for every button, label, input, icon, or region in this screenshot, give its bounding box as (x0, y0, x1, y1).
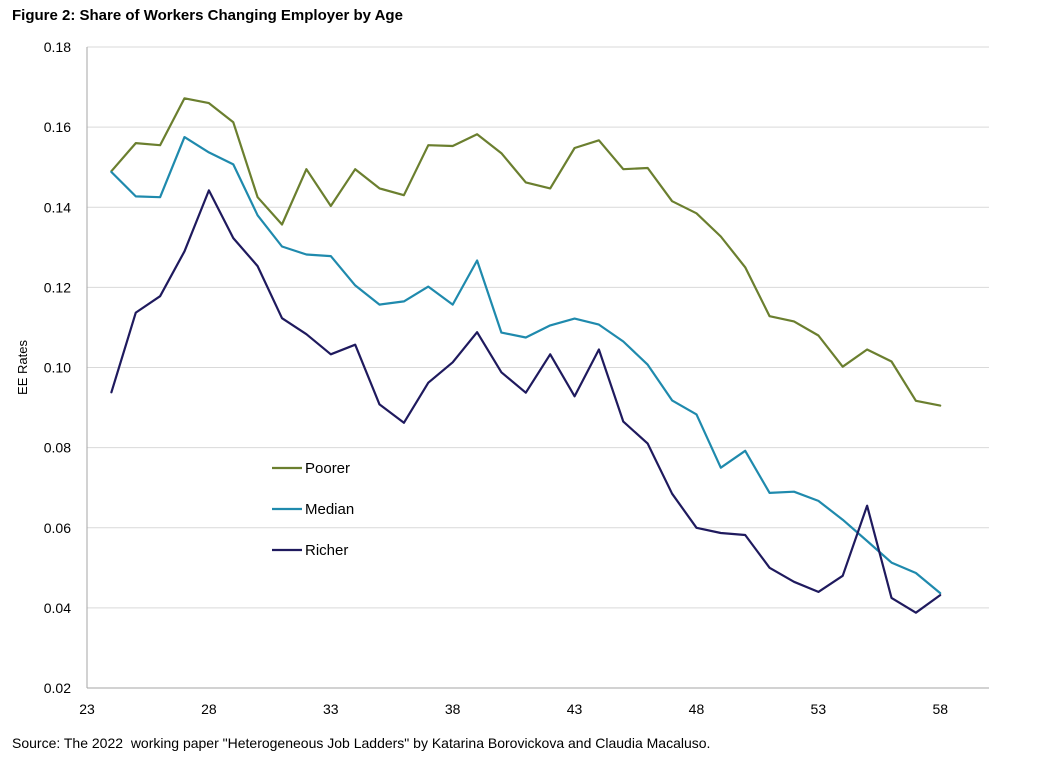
figure-title: Figure 2: Share of Workers Changing Empl… (12, 7, 403, 24)
series-line-median (110, 136, 942, 595)
y-tick-label: 0.02 (44, 680, 71, 696)
y-tick-label: 0.18 (44, 39, 71, 55)
y-tick-label: 0.16 (44, 119, 71, 135)
y-tick-label: 0.14 (44, 199, 71, 215)
x-tick-label: 23 (79, 701, 95, 717)
legend: Poorer Median Richer (272, 460, 354, 559)
x-tick-label: 58 (932, 701, 948, 717)
x-tick-label: 28 (201, 701, 217, 717)
source-note: Source: The 2022 working paper "Heteroge… (12, 735, 711, 751)
gridlines (87, 46, 989, 609)
legend-label-poorer: Poorer (305, 460, 350, 477)
axes: 0.02 0.04 0.06 0.08 0.10 0.12 0.14 0.16 0.18 23 28… (44, 39, 989, 717)
series-lines (110, 97, 942, 614)
line-chart: 0.02 0.04 0.06 0.08 0.10 0.12 0.14 0.16 0.18 23 28… (15, 39, 989, 717)
y-tick-label: 0.10 (44, 360, 71, 376)
series-line-poorer (110, 97, 942, 407)
legend-label-median: Median (305, 501, 354, 518)
x-tick-label: 53 (811, 701, 827, 717)
series-line-richer (110, 189, 942, 614)
y-tick-label: 0.12 (44, 279, 71, 295)
y-tick-label: 0.08 (44, 440, 71, 456)
x-tick-label: 38 (445, 701, 461, 717)
legend-label-richer: Richer (305, 542, 348, 559)
y-axis-label: EE Rates (15, 340, 30, 395)
y-tick-label: 0.04 (44, 600, 71, 616)
x-tick-label: 43 (567, 701, 583, 717)
x-tick-label: 33 (323, 701, 339, 717)
y-tick-label: 0.06 (44, 520, 71, 536)
x-tick-label: 48 (689, 701, 705, 717)
